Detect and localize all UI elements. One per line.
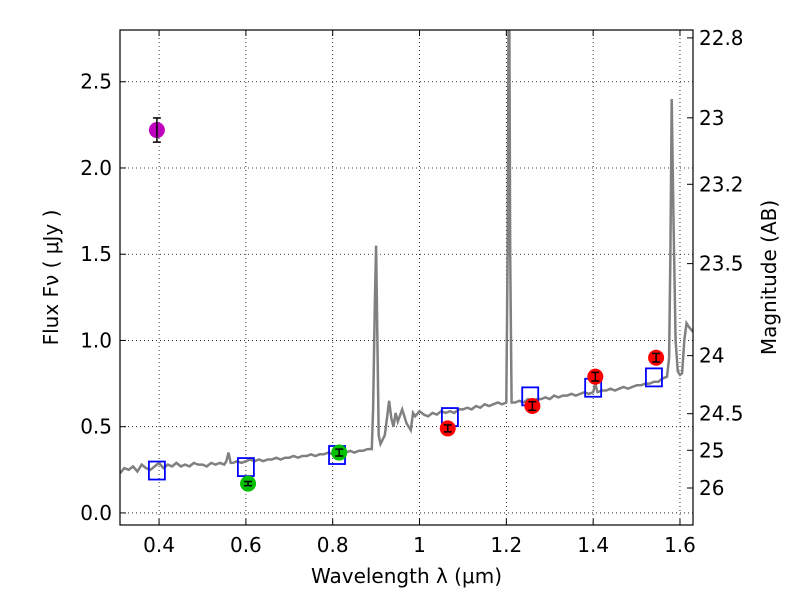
grid-lines: [120, 30, 693, 525]
x-tick-label: 1.6: [664, 533, 696, 557]
magnitude-tick-label: 24: [699, 344, 724, 368]
error-bar: [591, 371, 600, 382]
y-tick-label: 0.5: [80, 415, 112, 439]
x-tick-label: 0.4: [143, 533, 175, 557]
magnitude-tick-label: 23.5: [699, 252, 744, 276]
plot-frame: [119, 29, 694, 526]
magnitude-tick-label: 25: [699, 438, 724, 462]
y-axis-label: Flux Fν ( μJy ): [39, 210, 63, 346]
y-tick-label: 2.5: [80, 70, 112, 94]
x-tick-label: 1.2: [490, 533, 522, 557]
x-axis-label: Wavelength λ (μm): [311, 564, 502, 588]
magnitude-tick-label: 26: [699, 476, 724, 500]
spectrum-layer: [120, 30, 693, 475]
x-tick-label: 0.6: [230, 533, 262, 557]
error-bar: [335, 448, 344, 457]
magnitude-tick-label: 23: [699, 106, 724, 130]
x-tick-label: 0.8: [317, 533, 349, 557]
x-tick-label: 1: [413, 533, 426, 557]
tick-marks: [120, 30, 693, 525]
magnitude-tick-label: 24.5: [699, 402, 744, 426]
y-tick-label: 1.5: [80, 242, 112, 266]
y-tick-labels: 0.0 0.5 1.0 1.5 2.0 2.5: [80, 70, 112, 525]
model-square-marker: [147, 460, 166, 481]
y-tick-label: 2.0: [80, 156, 112, 180]
y-tick-label: 0.0: [80, 501, 112, 525]
x-tick-label: 1.4: [577, 533, 609, 557]
magnitude-axis-label: Magnitude (AB): [757, 200, 781, 355]
x-tick-labels: 0.4 0.6 0.8 1 1.2 1.4 1.6: [143, 533, 696, 557]
y-tick-label: 1.0: [80, 328, 112, 352]
error-bar: [152, 117, 161, 143]
magnitude-tick-label: 22.8: [699, 26, 744, 50]
spectrum-line: [120, 30, 693, 475]
error-bar: [652, 352, 661, 363]
error-bar: [443, 424, 452, 433]
observed-photometry-layer: [148, 117, 665, 492]
magnitude-tick-labels: 22.8 23 23.2 23.5 24 24.5 25 26: [699, 26, 744, 500]
error-bar: [244, 480, 253, 487]
magnitude-tick-label: 23.2: [699, 172, 744, 196]
model-square-marker: [645, 367, 663, 388]
error-bar: [528, 400, 537, 412]
